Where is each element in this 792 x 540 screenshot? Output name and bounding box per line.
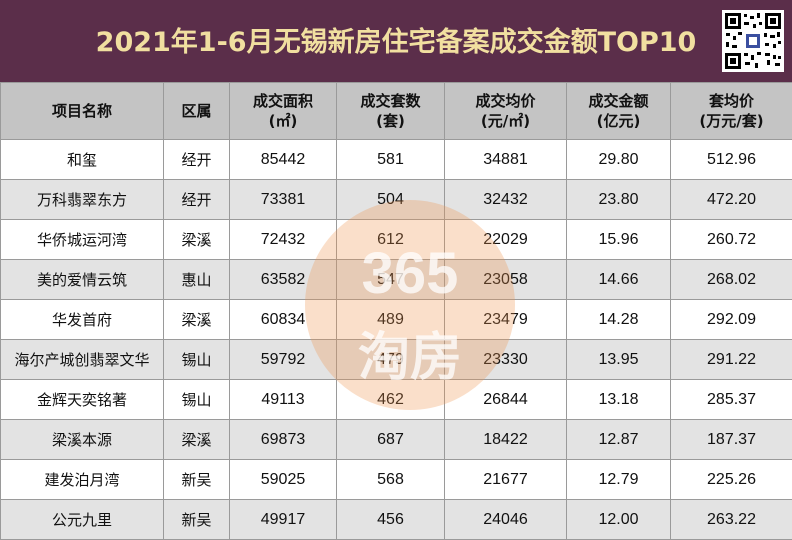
cell-area: 85442 — [230, 140, 337, 180]
cell-avg-unit-price: 285.37 — [671, 380, 792, 420]
cell-amount: 29.80 — [567, 140, 671, 180]
cell-project: 华侨城运河湾 — [1, 220, 164, 260]
cell-units: 612 — [337, 220, 445, 260]
cell-avg-unit-price: 260.72 — [671, 220, 792, 260]
cell-project: 和玺 — [1, 140, 164, 180]
cell-amount: 12.00 — [567, 500, 671, 540]
header-area: 成交面积(㎡) — [230, 83, 337, 140]
cell-area: 72432 — [230, 220, 337, 260]
cell-district: 梁溪 — [164, 420, 230, 460]
cell-district: 梁溪 — [164, 300, 230, 340]
cell-amount: 13.18 — [567, 380, 671, 420]
cell-project: 梁溪本源 — [1, 420, 164, 460]
cell-units: 479 — [337, 340, 445, 380]
cell-avg-unit-price: 512.96 — [671, 140, 792, 180]
cell-amount: 12.79 — [567, 460, 671, 500]
cell-amount: 14.28 — [567, 300, 671, 340]
cell-avg-price: 24046 — [445, 500, 567, 540]
cell-district: 惠山 — [164, 260, 230, 300]
cell-units: 504 — [337, 180, 445, 220]
cell-avg-unit-price: 268.02 — [671, 260, 792, 300]
cell-district: 梁溪 — [164, 220, 230, 260]
cell-units: 547 — [337, 260, 445, 300]
cell-avg-price: 32432 — [445, 180, 567, 220]
cell-units: 456 — [337, 500, 445, 540]
cell-project: 金辉天奕铭著 — [1, 380, 164, 420]
cell-area: 63582 — [230, 260, 337, 300]
cell-area: 49113 — [230, 380, 337, 420]
table-header-row: 项目名称 区属 成交面积(㎡) 成交套数(套) 成交均价(元/㎡) 成交金额(亿… — [1, 83, 792, 140]
cell-avg-price: 23058 — [445, 260, 567, 300]
cell-amount: 13.95 — [567, 340, 671, 380]
sales-table: 项目名称 区属 成交面积(㎡) 成交套数(套) 成交均价(元/㎡) 成交金额(亿… — [0, 82, 792, 540]
cell-area: 49917 — [230, 500, 337, 540]
cell-district: 经开 — [164, 140, 230, 180]
cell-avg-unit-price: 292.09 — [671, 300, 792, 340]
cell-avg-price: 26844 — [445, 380, 567, 420]
cell-district: 锡山 — [164, 340, 230, 380]
cell-avg-unit-price: 187.37 — [671, 420, 792, 460]
cell-avg-unit-price: 472.20 — [671, 180, 792, 220]
cell-district: 新吴 — [164, 460, 230, 500]
cell-project: 华发首府 — [1, 300, 164, 340]
cell-amount: 23.80 — [567, 180, 671, 220]
cell-avg-unit-price: 263.22 — [671, 500, 792, 540]
cell-project: 美的爱情云筑 — [1, 260, 164, 300]
cell-avg-unit-price: 291.22 — [671, 340, 792, 380]
cell-district: 经开 — [164, 180, 230, 220]
cell-avg-price: 22029 — [445, 220, 567, 260]
cell-district: 锡山 — [164, 380, 230, 420]
page-title: 2021年1-6月无锡新房住宅备案成交金额TOP10 — [0, 0, 792, 82]
cell-area: 69873 — [230, 420, 337, 460]
header-amount: 成交金额(亿元) — [567, 83, 671, 140]
cell-area: 60834 — [230, 300, 337, 340]
cell-avg-price: 34881 — [445, 140, 567, 180]
qr-code-icon — [722, 10, 784, 72]
cell-units: 568 — [337, 460, 445, 500]
cell-units: 581 — [337, 140, 445, 180]
cell-area: 59792 — [230, 340, 337, 380]
cell-area: 59025 — [230, 460, 337, 500]
cell-area: 73381 — [230, 180, 337, 220]
header-district: 区属 — [164, 83, 230, 140]
cell-avg-unit-price: 225.26 — [671, 460, 792, 500]
cell-avg-price: 21677 — [445, 460, 567, 500]
cell-units: 462 — [337, 380, 445, 420]
cell-units: 489 — [337, 300, 445, 340]
header-units: 成交套数(套) — [337, 83, 445, 140]
cell-avg-price: 23330 — [445, 340, 567, 380]
cell-project: 万科翡翠东方 — [1, 180, 164, 220]
header-avg-unit-price: 套均价(万元/套) — [671, 83, 792, 140]
cell-amount: 15.96 — [567, 220, 671, 260]
cell-avg-price: 23479 — [445, 300, 567, 340]
cell-district: 新吴 — [164, 500, 230, 540]
cell-avg-price: 18422 — [445, 420, 567, 460]
header-project-name: 项目名称 — [1, 83, 164, 140]
cell-amount: 14.66 — [567, 260, 671, 300]
cell-project: 公元九里 — [1, 500, 164, 540]
header-avg-price: 成交均价(元/㎡) — [445, 83, 567, 140]
cell-project: 建发泊月湾 — [1, 460, 164, 500]
cell-project: 海尔产城创翡翠文华 — [1, 340, 164, 380]
cell-amount: 12.87 — [567, 420, 671, 460]
cell-units: 687 — [337, 420, 445, 460]
